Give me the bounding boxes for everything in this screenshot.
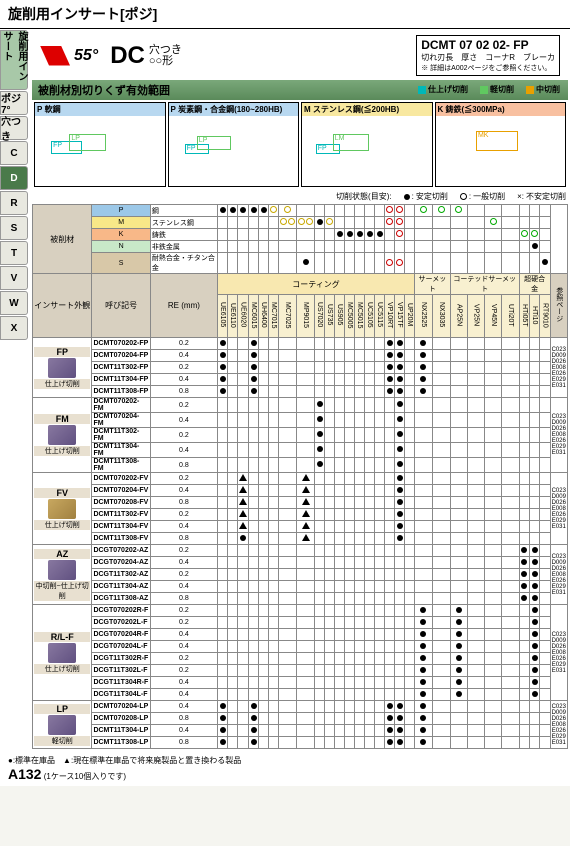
series-code: DC [110,42,145,70]
insert-row: DCMT11T302-FM0.2 [33,428,568,443]
insert-row: DCMT070204-FV0.4 [33,485,568,497]
side-tab-W[interactable]: W [0,291,28,315]
cut-state-legend: 切削状態(目安): :安定切削 :一般切削 ×:不安定切削 [32,189,568,204]
side-tab-穴つき[interactable]: 穴つき [0,116,28,140]
insert-row: DCMT070204-FP0.4 [33,350,568,362]
insert-row: DCGT11T302-AZ0.2 [33,569,568,581]
side-navigation: 旋削用インサート ポジ7°穴つきCDRSTVWX [0,30,28,341]
chip-range-charts: P 軟鋼 FPLP P 炭素鋼・合金鋼(180~280HB) FPLP M ステ… [32,100,568,189]
insert-row: DCGT11T304R-F0.4 [33,677,568,689]
side-tab-T[interactable]: T [0,241,28,265]
insert-row: LP軽切削DCMT070204-LP0.4C023D009D026E008E02… [33,701,568,713]
side-tab-V[interactable]: V [0,266,28,290]
page-number: A132 [8,766,41,782]
insert-row: DCMT070204-FM0.4 [33,413,568,428]
insert-image [48,499,76,519]
brand-logo [40,46,70,66]
insert-row: FV仕上げ切削DCMT070202-FV0.2C023D009D026E008E… [33,473,568,485]
insert-row: DCGT11T304-AZ0.4 [33,581,568,593]
insert-image [48,715,76,735]
insert-row: DCGT11T308-AZ0.8 [33,593,568,605]
header-note: ※ 詳細はA002ページをご参照ください。 [421,63,555,73]
chart-M: M ステンレス鋼(≦200HB) FPLM [301,102,433,187]
insert-row: FM仕上げ切削DCMT070202-FM0.2C023D009D026E008E… [33,398,568,413]
insert-row: FP仕上げ切削DCMT070202-FP0.2C023D009D026E008E… [33,338,568,350]
footer-note: (1ケース10個入りです) [44,772,126,781]
spec-labels: 切れ刃長厚さコーナRブレーカ [421,52,555,63]
insert-row: DCGT11T302L-F0.2 [33,665,568,677]
catalog-page: 旋削用インサート[ポジ] 旋削用インサート ポジ7°穴つきCDRSTVWX 55… [0,0,570,786]
page-footer: ●:標準在庫品 ▲:現在標準在庫品で将来廃製品と置き換わる製品 A132 (1ケ… [0,751,570,786]
chip-range-title: 被削材別切りくず有効範囲 仕上げ切削軽切削中切削 [32,80,568,100]
insert-row: DCMT070208-LP0.8 [33,713,568,725]
insert-row: DCMT11T304-LP0.4 [33,725,568,737]
angle-label: 55° [74,47,98,65]
insert-row: DCMT11T302-FV0.2 [33,509,568,521]
side-tab-ポジ7°[interactable]: ポジ7° [0,91,28,115]
insert-image [48,560,76,580]
side-tab-X[interactable]: X [0,316,28,340]
side-tab-R[interactable]: R [0,191,28,215]
insert-row: DCMT11T302-FP0.2 [33,362,568,374]
side-tab-C[interactable]: C [0,141,28,165]
side-tab-S[interactable]: S [0,216,28,240]
side-tab-D[interactable]: D [0,166,28,190]
insert-image [48,358,76,378]
insert-row: DCGT11T302R-F0.2 [33,653,568,665]
insert-row: DCMT070208-FV0.8 [33,497,568,509]
chip-legend: 仕上げ切削軽切削中切削 [416,82,562,97]
insert-image [48,425,76,445]
insert-row: R/L-F仕上げ切削DCGT070202R-F0.2C023D009D026E0… [33,605,568,617]
footer-legend: ●:標準在庫品 ▲:現在標準在庫品で将来廃製品と置き換わる製品 [8,755,562,766]
insert-row: DCMT11T304-FM0.4 [33,443,568,458]
page-header: 旋削用インサート[ポジ] [0,0,570,29]
material-header: 被削材 [33,205,92,274]
series-header: 55° DC 穴つき○○形 DCMT 07 02 02- FP 切れ刃長厚さコー… [32,31,568,80]
insert-image [48,643,76,663]
insert-row: DCGT070204-AZ0.4 [33,557,568,569]
insert-row: AZ中切削~仕上げ切削DCGT070202-AZ0.2C023D009D026E… [33,545,568,557]
category-title: 旋削用インサート[ポジ] [8,4,157,24]
side-tab-vertical[interactable]: 旋削用インサート [0,30,28,90]
insert-row: DCGT070204L-F0.4 [33,641,568,653]
chart-P: P 軟鋼 FPLP [34,102,166,187]
insert-row: DCGT11T304L-F0.4 [33,689,568,701]
insert-row: DCMT11T308-FP0.8 [33,386,568,398]
insert-row: DCGT070202L-F0.2 [33,617,568,629]
hole-type: 穴つき○○形 [149,45,182,67]
insert-row: DCMT11T304-FV0.4 [33,521,568,533]
designation-box: DCMT 07 02 02- FP 切れ刃長厚さコーナRブレーカ ※ 詳細はA0… [416,35,560,76]
insert-row: DCGT070204R-F0.4 [33,629,568,641]
chart-K: K 鋳鉄(≦300MPa) MK [435,102,567,187]
insert-row: DCMT11T308-FV0.8 [33,533,568,545]
insert-row: DCMT11T304-FP0.4 [33,374,568,386]
insert-row: DCMT11T308-FM0.8 [33,458,568,473]
insert-grade-table: 被削材P鋼Mステンレス鋼K鋳鉄N非鉄金属S耐熱合金・チタン合金インサート外観呼び… [32,204,568,749]
chart-P: P 炭素鋼・合金鋼(180~280HB) FPLP [168,102,300,187]
designation-code: DCMT 07 02 02- FP [421,38,555,52]
insert-row: DCMT11T308-LP0.8 [33,737,568,749]
